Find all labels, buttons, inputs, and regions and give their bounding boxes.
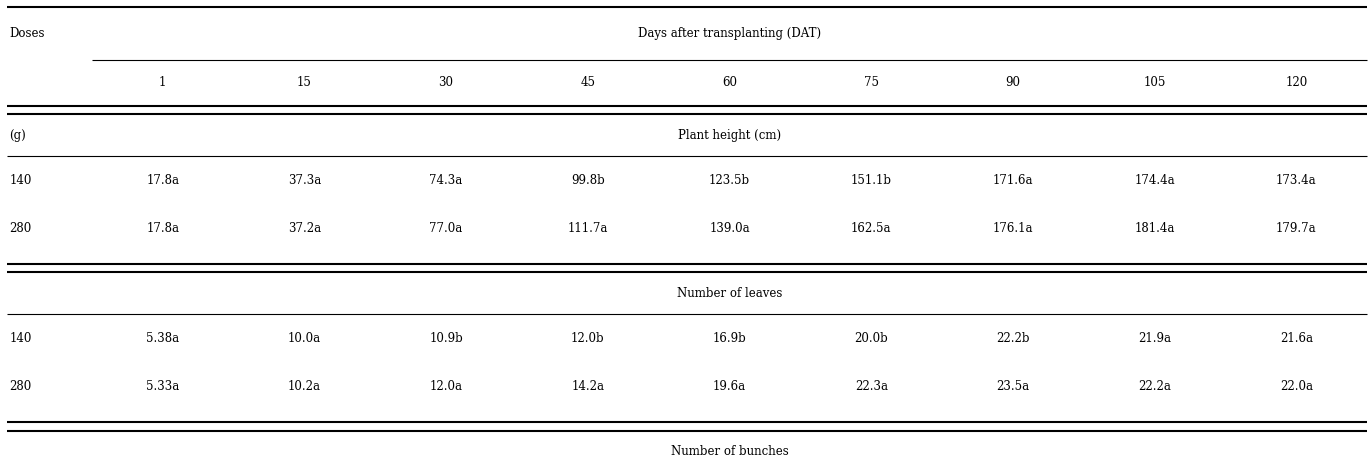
Text: 14.2a: 14.2a <box>571 380 604 393</box>
Text: 30: 30 <box>438 77 453 89</box>
Text: 280: 280 <box>10 380 32 393</box>
Text: 123.5b: 123.5b <box>708 173 751 187</box>
Text: 151.1b: 151.1b <box>851 173 892 187</box>
Text: 140: 140 <box>10 331 32 345</box>
Text: 10.2a: 10.2a <box>288 380 321 393</box>
Text: 22.3a: 22.3a <box>855 380 888 393</box>
Text: 5.38a: 5.38a <box>147 331 179 345</box>
Text: 45: 45 <box>581 77 596 89</box>
Text: Number of leaves: Number of leaves <box>677 287 782 300</box>
Text: Number of bunches: Number of bunches <box>671 445 788 458</box>
Text: Doses: Doses <box>10 27 45 40</box>
Text: 179.7a: 179.7a <box>1275 222 1317 235</box>
Text: 140: 140 <box>10 173 32 187</box>
Text: 99.8b: 99.8b <box>571 173 604 187</box>
Text: 173.4a: 173.4a <box>1275 173 1317 187</box>
Text: 37.3a: 37.3a <box>288 173 321 187</box>
Text: 280: 280 <box>10 222 32 235</box>
Text: 171.6a: 171.6a <box>993 173 1033 187</box>
Text: 176.1a: 176.1a <box>993 222 1033 235</box>
Text: 74.3a: 74.3a <box>429 173 463 187</box>
Text: 174.4a: 174.4a <box>1134 173 1175 187</box>
Text: 5.33a: 5.33a <box>147 380 179 393</box>
Text: 16.9b: 16.9b <box>712 331 747 345</box>
Text: 60: 60 <box>722 77 737 89</box>
Text: (g): (g) <box>10 129 26 142</box>
Text: 10.9b: 10.9b <box>429 331 463 345</box>
Text: 15: 15 <box>297 77 312 89</box>
Text: 139.0a: 139.0a <box>710 222 749 235</box>
Text: 22.0a: 22.0a <box>1280 380 1312 393</box>
Text: 21.9a: 21.9a <box>1138 331 1171 345</box>
Text: 77.0a: 77.0a <box>429 222 463 235</box>
Text: 120: 120 <box>1285 77 1307 89</box>
Text: 181.4a: 181.4a <box>1134 222 1175 235</box>
Text: 75: 75 <box>863 77 878 89</box>
Text: 17.8a: 17.8a <box>147 173 179 187</box>
Text: 12.0b: 12.0b <box>571 331 604 345</box>
Text: 10.0a: 10.0a <box>288 331 321 345</box>
Text: 105: 105 <box>1144 77 1166 89</box>
Text: 19.6a: 19.6a <box>712 380 747 393</box>
Text: 17.8a: 17.8a <box>147 222 179 235</box>
Text: 1: 1 <box>159 77 166 89</box>
Text: Days after transplanting (DAT): Days after transplanting (DAT) <box>638 27 821 40</box>
Text: 162.5a: 162.5a <box>851 222 892 235</box>
Text: 90: 90 <box>1006 77 1021 89</box>
Text: Plant height (cm): Plant height (cm) <box>678 129 781 142</box>
Text: 23.5a: 23.5a <box>996 380 1029 393</box>
Text: 20.0b: 20.0b <box>855 331 888 345</box>
Text: 22.2b: 22.2b <box>996 331 1030 345</box>
Text: 12.0a: 12.0a <box>430 380 463 393</box>
Text: 21.6a: 21.6a <box>1280 331 1312 345</box>
Text: 111.7a: 111.7a <box>567 222 608 235</box>
Text: 22.2a: 22.2a <box>1138 380 1171 393</box>
Text: 37.2a: 37.2a <box>288 222 321 235</box>
